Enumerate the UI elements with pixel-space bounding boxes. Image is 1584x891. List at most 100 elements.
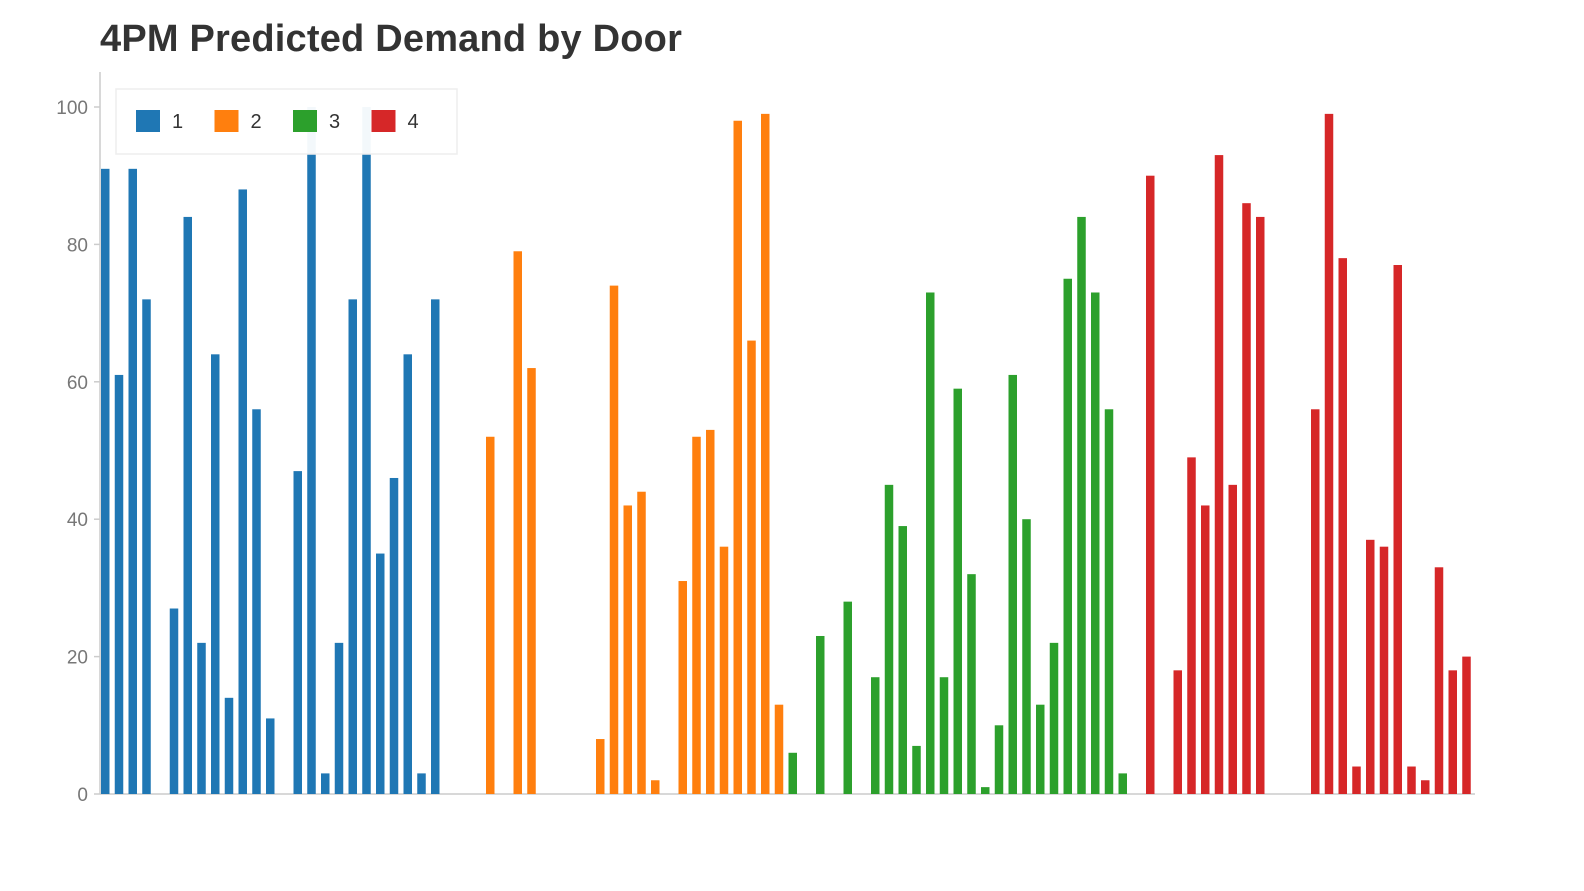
bar <box>1407 766 1416 794</box>
bar <box>816 635 825 794</box>
bar <box>1063 278 1072 794</box>
legend-swatch <box>293 110 317 132</box>
bar <box>843 601 852 794</box>
y-tick-label: 0 <box>77 785 88 806</box>
bar <box>1091 292 1100 794</box>
bar <box>1036 704 1045 794</box>
bar <box>774 704 784 794</box>
legend-swatch <box>136 110 160 132</box>
bar <box>747 340 756 794</box>
bar <box>678 581 687 794</box>
bars <box>101 107 1471 795</box>
bar <box>348 299 357 794</box>
bar <box>1256 216 1265 795</box>
bar <box>252 409 261 794</box>
bar <box>1352 766 1361 794</box>
bar <box>994 725 1004 794</box>
bar <box>637 491 646 794</box>
bar <box>169 608 179 794</box>
bar <box>211 354 220 794</box>
bar <box>912 745 921 794</box>
y-tick-label: 80 <box>67 235 88 256</box>
bar <box>224 697 234 794</box>
bar <box>293 471 302 794</box>
y-tick-label: 100 <box>56 98 88 119</box>
y-tick-label: 20 <box>67 648 88 669</box>
bar <box>1393 265 1402 794</box>
bar <box>403 354 412 794</box>
bar <box>871 677 880 794</box>
bar <box>1049 642 1059 794</box>
bar <box>197 642 206 794</box>
bar <box>953 388 962 794</box>
bar <box>1104 409 1114 794</box>
bar <box>596 739 605 794</box>
bar <box>114 374 124 794</box>
bar <box>1146 175 1155 794</box>
bar <box>1421 780 1430 794</box>
bar <box>266 718 275 794</box>
bar <box>1434 567 1444 794</box>
bar <box>788 752 797 794</box>
legend-label: 3 <box>329 111 340 133</box>
bar <box>1187 457 1196 794</box>
bar <box>719 546 729 794</box>
bar <box>431 299 440 794</box>
legend-label: 1 <box>172 111 183 133</box>
bar <box>321 773 330 794</box>
bar <box>128 168 137 794</box>
bar <box>706 429 715 794</box>
bar <box>1008 374 1017 794</box>
bar <box>1173 670 1182 794</box>
legend: 1 2 3 4 <box>115 88 458 155</box>
bar <box>609 285 619 794</box>
bar <box>967 574 976 794</box>
bar <box>1462 656 1471 794</box>
bar <box>1338 258 1347 794</box>
bar <box>1366 539 1375 794</box>
bar <box>623 505 632 794</box>
bar <box>513 251 522 794</box>
bar <box>238 189 247 794</box>
bar <box>884 484 894 794</box>
bar <box>1379 546 1389 794</box>
bar <box>1242 203 1251 794</box>
y-tick-label: 40 <box>67 510 88 531</box>
bar <box>1077 216 1086 795</box>
bar <box>1324 113 1334 795</box>
bar <box>1311 409 1320 794</box>
bar <box>692 436 701 794</box>
bar <box>307 107 316 794</box>
bar <box>486 436 495 794</box>
bar <box>651 780 660 794</box>
bar <box>527 368 536 794</box>
bar <box>761 113 770 795</box>
bar <box>101 168 110 794</box>
bar <box>1022 519 1031 794</box>
legend-swatch <box>371 110 396 132</box>
bar <box>926 292 935 794</box>
bar <box>1201 505 1210 794</box>
legend-box <box>115 88 458 155</box>
bar <box>1118 773 1127 794</box>
bar <box>939 677 949 794</box>
bar <box>142 299 151 794</box>
chart-title: 4PM Predicted Demand by Door <box>100 18 683 60</box>
y-tick-label: 60 <box>67 373 88 394</box>
bar <box>334 642 344 794</box>
bar <box>981 787 990 794</box>
bar <box>733 120 742 795</box>
bar <box>1214 155 1224 795</box>
bar <box>1228 484 1237 794</box>
legend-label: 2 <box>251 111 262 133</box>
legend-label: 4 <box>408 111 419 133</box>
legend-swatch <box>214 110 239 132</box>
bar <box>1448 670 1457 794</box>
bar <box>389 477 399 794</box>
bar <box>362 107 371 794</box>
bar <box>376 553 385 794</box>
bar <box>417 773 426 794</box>
bar <box>183 216 192 795</box>
bar <box>898 526 907 794</box>
